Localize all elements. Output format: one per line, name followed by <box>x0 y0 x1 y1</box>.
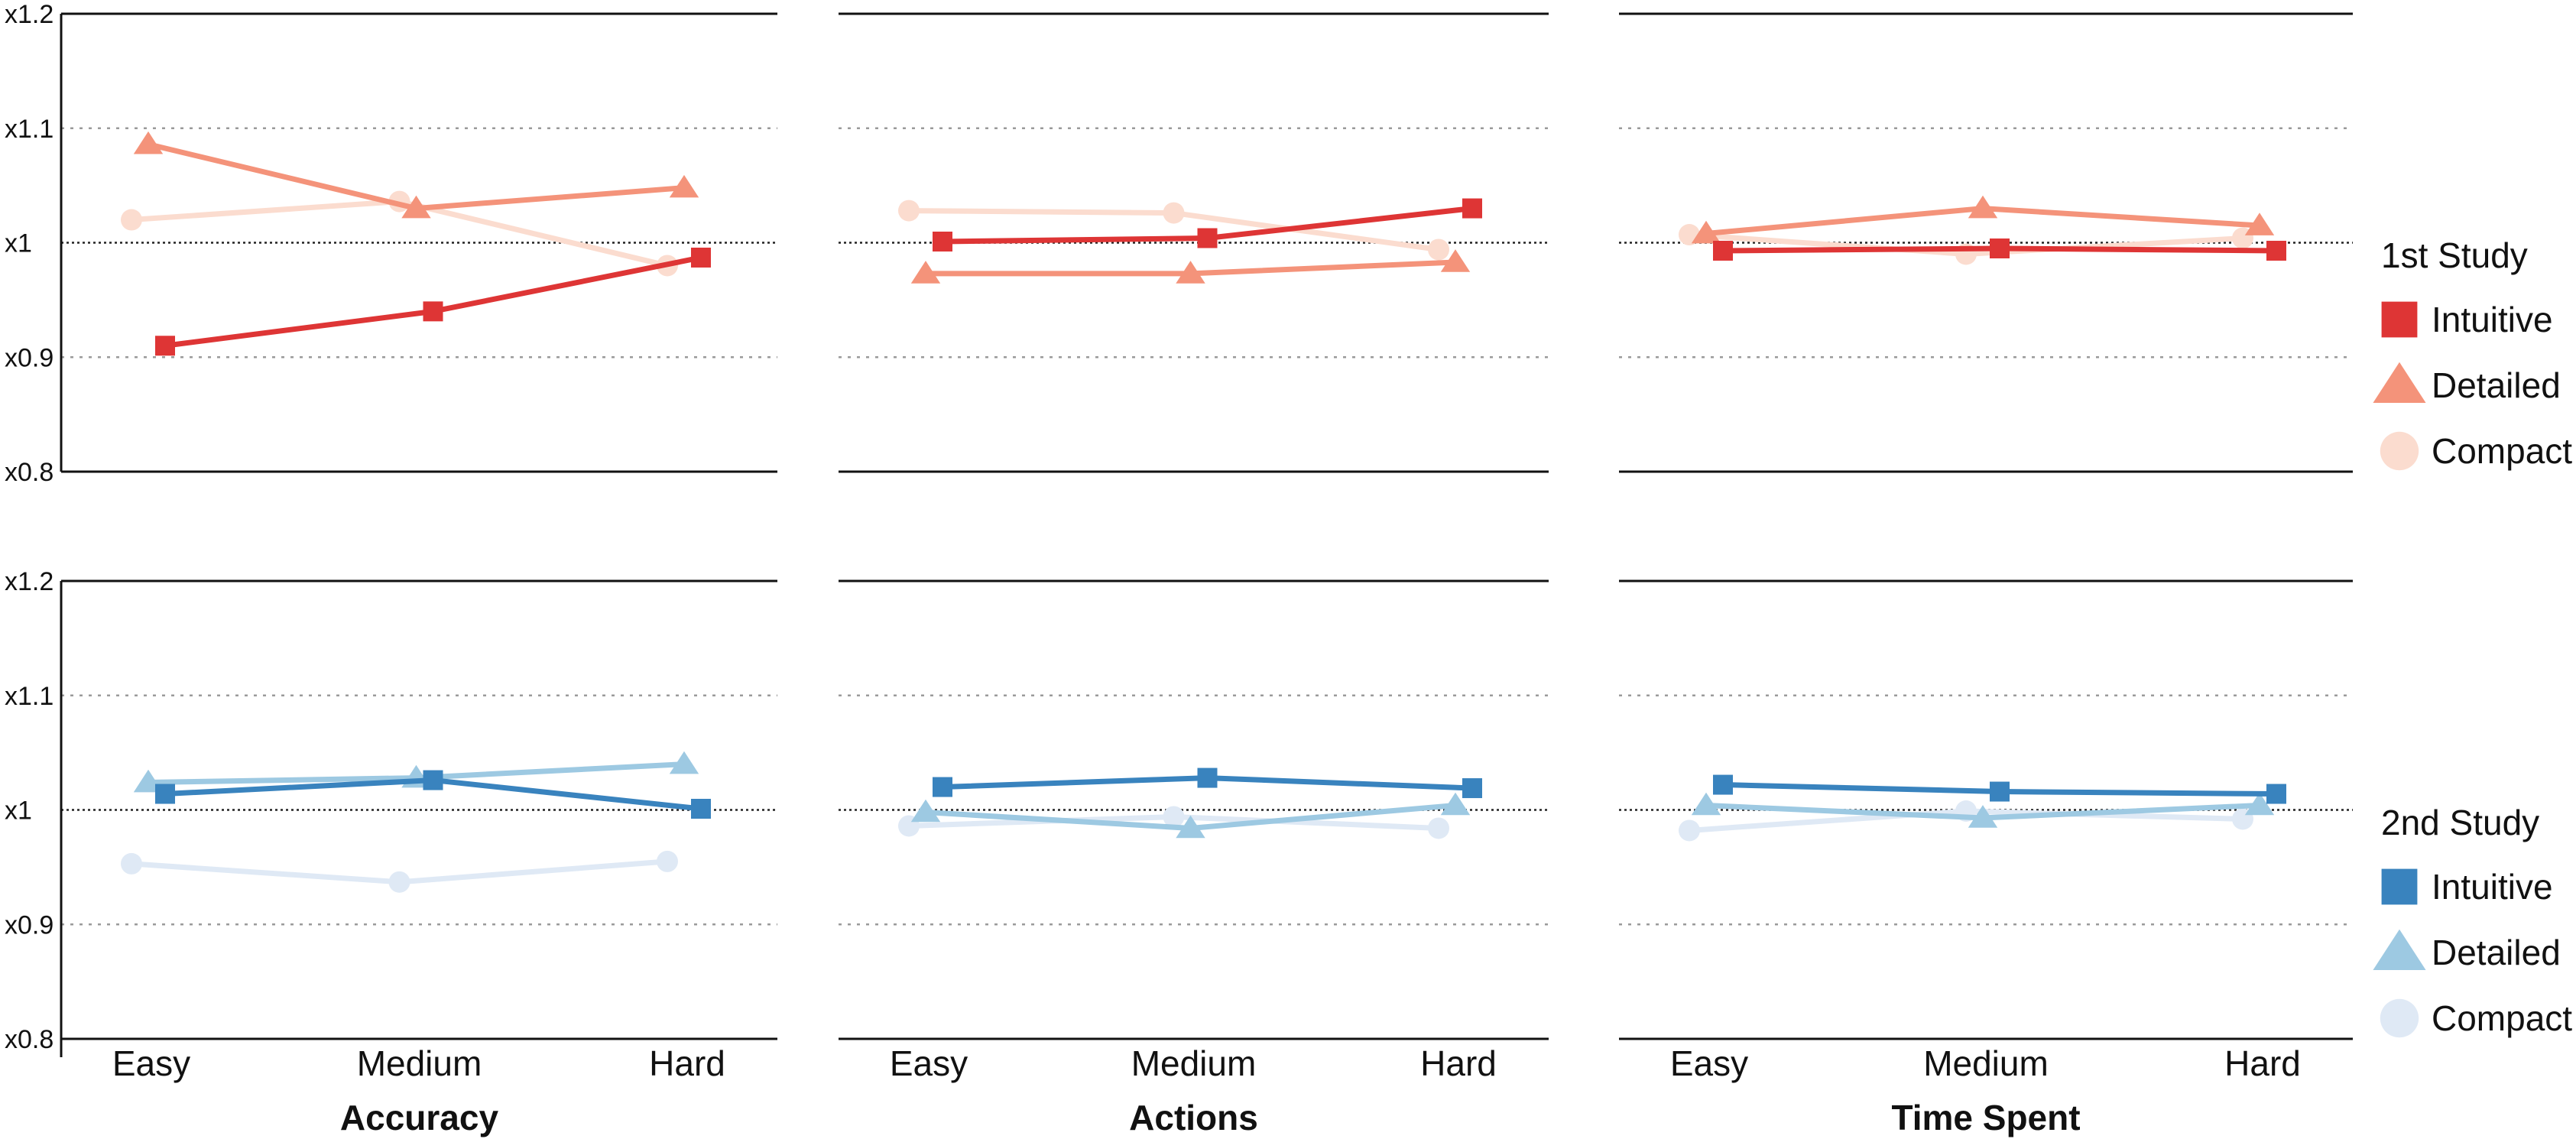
study-2-legend-intuitive-swatch <box>2381 868 2418 905</box>
study-2-actions-compact-point-medium <box>1163 806 1185 828</box>
study-1-accuracy-detailed-point-easy <box>133 131 164 154</box>
study-2-accuracy-compact-point-easy <box>121 852 142 875</box>
study-1-accuracy-intuitive-point-easy <box>155 336 175 356</box>
study-1-actions-detailed-point-hard <box>1440 249 1471 272</box>
metric-title-time-spent: Time Spent <box>1891 1098 2080 1137</box>
study-2-y-tick-label: x1.2 <box>5 567 54 596</box>
study-1-time-spent-intuitive-point-easy <box>1713 240 1733 261</box>
study-1-actions-intuitive-point-medium <box>1197 228 1218 248</box>
study-1-actions-detailed-point-easy <box>910 261 941 284</box>
study-1-actions-compact-point-hard <box>1428 239 1449 261</box>
study-1-time-spent-intuitive-point-medium <box>1990 238 2010 258</box>
study-1-y-tick-label: x1.2 <box>5 0 54 29</box>
study-1-legend-compact-swatch <box>2380 431 2419 471</box>
x-tick-label-easy: Easy <box>1670 1043 1748 1083</box>
study-1-legend-intuitive-label: Intuitive <box>2432 300 2553 339</box>
x-tick-label-hard: Hard <box>1420 1043 1497 1083</box>
study-1-accuracy-intuitive-point-medium <box>423 301 443 322</box>
study-1-time-spent-detailed-point-hard <box>2244 213 2275 235</box>
study-2-accuracy-compact-point-medium <box>388 871 410 893</box>
x-tick-label-medium: Medium <box>1923 1043 2049 1083</box>
study-2-time-spent-detailed-point-hard <box>2244 792 2275 816</box>
study-1-y-tick-label: x1.1 <box>5 115 54 144</box>
x-tick-label-easy: Easy <box>112 1043 190 1083</box>
study-1-y-tick-label: x0.8 <box>5 458 54 487</box>
study-2-legend-detailed-swatch <box>2373 929 2426 971</box>
study-2-legend-intuitive-label: Intuitive <box>2432 867 2553 907</box>
study-1-accuracy-intuitive-point-hard <box>691 247 711 268</box>
study-2-y-tick-label: x0.9 <box>5 910 54 939</box>
study-2-actions-intuitive-point-hard <box>1462 778 1482 799</box>
study-2-time-spent-intuitive-point-medium <box>1990 781 2010 802</box>
study-2-accuracy-detailed-point-hard <box>669 751 699 774</box>
study-1-y-tick-label: x0.9 <box>5 343 54 372</box>
study-2-time-spent-intuitive-point-easy <box>1713 774 1733 795</box>
study-1-accuracy-detailed-point-hard <box>669 174 699 198</box>
study-2-time-spent-detailed-point-medium <box>1968 805 1998 828</box>
study-2-accuracy-intuitive-point-easy <box>155 784 175 804</box>
study-1-actions-compact-point-easy <box>898 200 920 222</box>
study-2-actions-compact-point-hard <box>1428 817 1449 839</box>
study-1-actions-detailed-point-medium <box>1176 261 1205 284</box>
study-1-legend-detailed-swatch <box>2373 362 2426 404</box>
study-2-y-tick-label: x1.1 <box>5 682 54 711</box>
study-2-accuracy-intuitive-point-medium <box>423 770 443 790</box>
study-2-accuracy-intuitive-point-hard <box>691 799 711 819</box>
metric-title-accuracy: Accuracy <box>340 1098 499 1137</box>
study-1-actions-compact-point-medium <box>1163 202 1185 224</box>
study-1-accuracy-detailed-point-medium <box>401 195 431 219</box>
study-2-time-spent-detailed-point-easy <box>1691 792 1721 816</box>
study-1-y-tick-label: x1 <box>5 229 32 258</box>
study-1-legend-intuitive-swatch <box>2381 301 2418 338</box>
study-2-legend-title: 2nd Study <box>2381 803 2539 842</box>
x-tick-label-medium: Medium <box>357 1043 482 1083</box>
x-tick-label-easy: Easy <box>890 1043 968 1083</box>
study-2-legend-detailed-label: Detailed <box>2432 933 2561 972</box>
study-2-legend-compact-swatch <box>2380 998 2419 1038</box>
study-1-time-spent-intuitive-point-hard <box>2266 240 2286 261</box>
study-1-actions-intuitive-point-hard <box>1462 198 1482 219</box>
study-2-accuracy-compact-point-hard <box>657 850 678 872</box>
study-1-legend-detailed-label: Detailed <box>2432 365 2561 405</box>
study-2-legend-compact-label: Compact <box>2432 998 2572 1038</box>
x-tick-label-hard: Hard <box>649 1043 725 1083</box>
x-tick-label-medium: Medium <box>1131 1043 1257 1083</box>
study-2-actions-intuitive-point-medium <box>1197 767 1218 788</box>
study-2-actions-detailed-point-easy <box>910 799 941 823</box>
study-1-actions-intuitive-point-easy <box>933 232 952 252</box>
study-2-actions-detailed-point-hard <box>1440 792 1471 816</box>
study-2-time-spent-intuitive-point-hard <box>2266 784 2286 804</box>
x-tick-label-hard: Hard <box>2224 1043 2301 1083</box>
study-2-actions-intuitive-point-easy <box>933 777 952 797</box>
study-1-legend-compact-label: Compact <box>2432 431 2572 471</box>
metric-title-actions: Actions <box>1129 1098 1258 1137</box>
study-1-legend-title: 1st Study <box>2381 235 2528 275</box>
study-2-y-tick-label: x1 <box>5 797 32 826</box>
study-1-time-spent-detailed-point-easy <box>1691 220 1721 244</box>
study-2-y-tick-label: x0.8 <box>5 1025 54 1054</box>
study-2-time-spent-compact-point-easy <box>1679 819 1700 842</box>
study-1-time-spent-detailed-point-medium <box>1968 195 1998 219</box>
study-2-actions-detailed-point-medium <box>1176 815 1205 839</box>
study-1-accuracy-compact-point-easy <box>121 209 142 231</box>
